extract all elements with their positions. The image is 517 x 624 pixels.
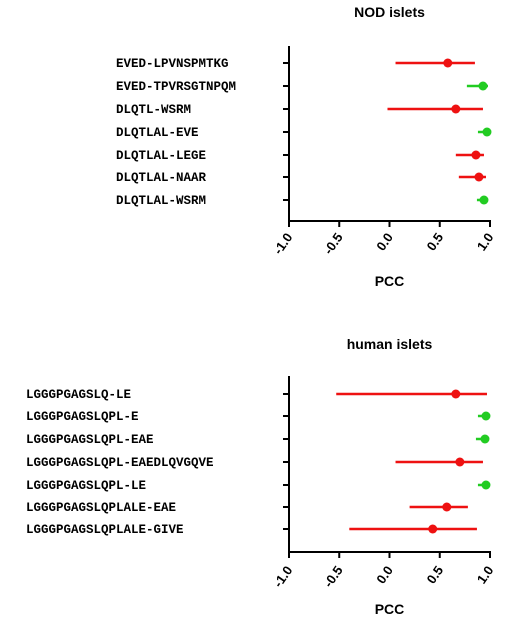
x-tick-label: 1.0 [474,230,497,253]
row-label: DLQTLAL-LEGE [116,149,206,163]
x-tick-label: 0.0 [373,563,396,586]
point-estimate [442,502,452,512]
point-estimate [478,81,488,91]
x-tick-label: 1.0 [474,563,497,586]
row-label: LGGGPGAGSLQ-LE [26,388,131,402]
x-tick-label: 0.0 [373,230,396,253]
chart-panel-2: human islets -1.0 -0.5 0.0 0.5 1.0 PCC LGGGPGAG… [26,336,496,617]
point-estimate [451,389,461,399]
row-label: DLQTLAL-NAAR [116,171,207,185]
chart-title: NOD islets [354,4,425,20]
point-estimate [479,195,489,205]
row-label: EVED-LPVNSPMTKG [116,57,229,71]
row-label: DLQTLAL-EVE [116,126,199,140]
point-estimate [443,58,453,68]
x-tick-label: 0.5 [424,563,447,586]
point-estimate [481,411,491,421]
x-tick-label: -1.0 [270,230,295,257]
x-tick-label: -0.5 [321,563,346,590]
point-estimate [480,434,490,444]
row-label: LGGGPGAGSLQPLALE-EAE [26,501,176,515]
chart-panel-1: NOD islets -1.0 -0.5 0.0 0.5 1.0 PCC EVED-LPVNS… [116,4,496,289]
x-tick-label: -1.0 [270,563,295,590]
point-estimate [481,480,491,490]
row-label: DLQTL-WSRM [116,103,191,117]
row-label: EVED-TPVRSGTNPQM [116,80,236,94]
row-label: LGGGPGAGSLQPL-E [26,410,139,424]
row-label: LGGGPGAGSLQPLALE-GIVE [26,523,184,537]
row-label: LGGGPGAGSLQPL-LE [26,479,146,493]
point-estimate [471,150,481,160]
x-tick-label: 0.5 [424,230,447,253]
point-estimate [451,104,461,114]
row-label: LGGGPGAGSLQPL-EAE [26,433,154,447]
x-axis-label: PCC [375,273,405,289]
row-label: LGGGPGAGSLQPL-EAEDLQVGQVE [26,456,214,470]
point-estimate [455,457,465,467]
x-axis-label: PCC [375,601,405,617]
point-estimate [482,127,492,137]
point-estimate [474,172,484,182]
chart-title: human islets [347,336,433,352]
point-estimate [428,524,438,534]
x-tick-label: -0.5 [321,230,346,257]
row-label: DLQTLAL-WSRM [116,194,206,208]
